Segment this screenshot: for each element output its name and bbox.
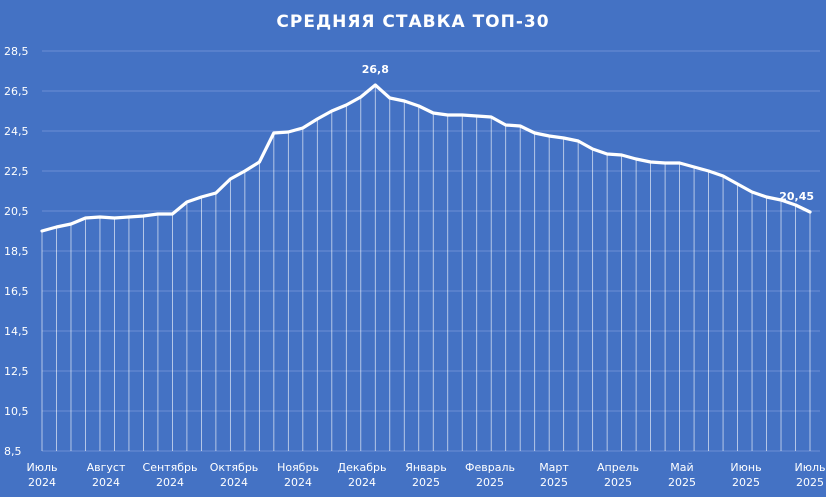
- y-tick-label: 14,5: [4, 325, 29, 338]
- y-tick-label: 24,5: [4, 125, 29, 138]
- y-tick-label: 10,5: [4, 405, 29, 418]
- x-tick-year: 2025: [604, 476, 632, 489]
- x-tick-year: 2024: [156, 476, 184, 489]
- x-tick-year: 2025: [412, 476, 440, 489]
- x-tick-month: Март: [539, 461, 569, 474]
- y-tick-label: 16,5: [4, 285, 29, 298]
- x-tick-month: Июль: [26, 461, 57, 474]
- y-tick-label: 20,5: [4, 205, 29, 218]
- y-tick-label: 22,5: [4, 165, 29, 178]
- x-tick-year: 2024: [28, 476, 56, 489]
- y-tick-label: 12,5: [4, 365, 29, 378]
- x-tick-month: Июнь: [730, 461, 761, 474]
- x-tick-month: Сентябрь: [143, 461, 198, 474]
- x-tick-year: 2025: [476, 476, 504, 489]
- y-tick-label: 28,5: [4, 45, 29, 58]
- x-tick-year: 2025: [732, 476, 760, 489]
- x-tick-month: Февраль: [465, 461, 515, 474]
- x-tick-month: Апрель: [597, 461, 639, 474]
- x-tick-year: 2025: [540, 476, 568, 489]
- x-tick-year: 2024: [92, 476, 120, 489]
- x-tick-month: Май: [670, 461, 693, 474]
- x-tick-year: 2024: [220, 476, 248, 489]
- x-tick-year: 2025: [796, 476, 824, 489]
- x-tick-year: 2024: [348, 476, 376, 489]
- x-tick-month: Январь: [405, 461, 447, 474]
- series-line: [40, 83, 812, 233]
- x-tick-month: Декабрь: [338, 461, 387, 474]
- data-label: 20,45: [779, 190, 814, 203]
- x-tick-month: Июль: [794, 461, 825, 474]
- y-tick-label: 26,5: [4, 85, 29, 98]
- x-tick-month: Октябрь: [210, 461, 259, 474]
- x-tick-month: Ноябрь: [277, 461, 319, 474]
- data-label: 26,8: [362, 63, 389, 76]
- x-tick-month: Август: [87, 461, 126, 474]
- chart-title: СРЕДНЯЯ СТАВКА ТОП-30: [276, 12, 550, 32]
- y-tick-label: 18,5: [4, 245, 29, 258]
- y-tick-label: 8,5: [4, 445, 22, 458]
- x-tick-year: 2024: [284, 476, 312, 489]
- x-tick-year: 2025: [668, 476, 696, 489]
